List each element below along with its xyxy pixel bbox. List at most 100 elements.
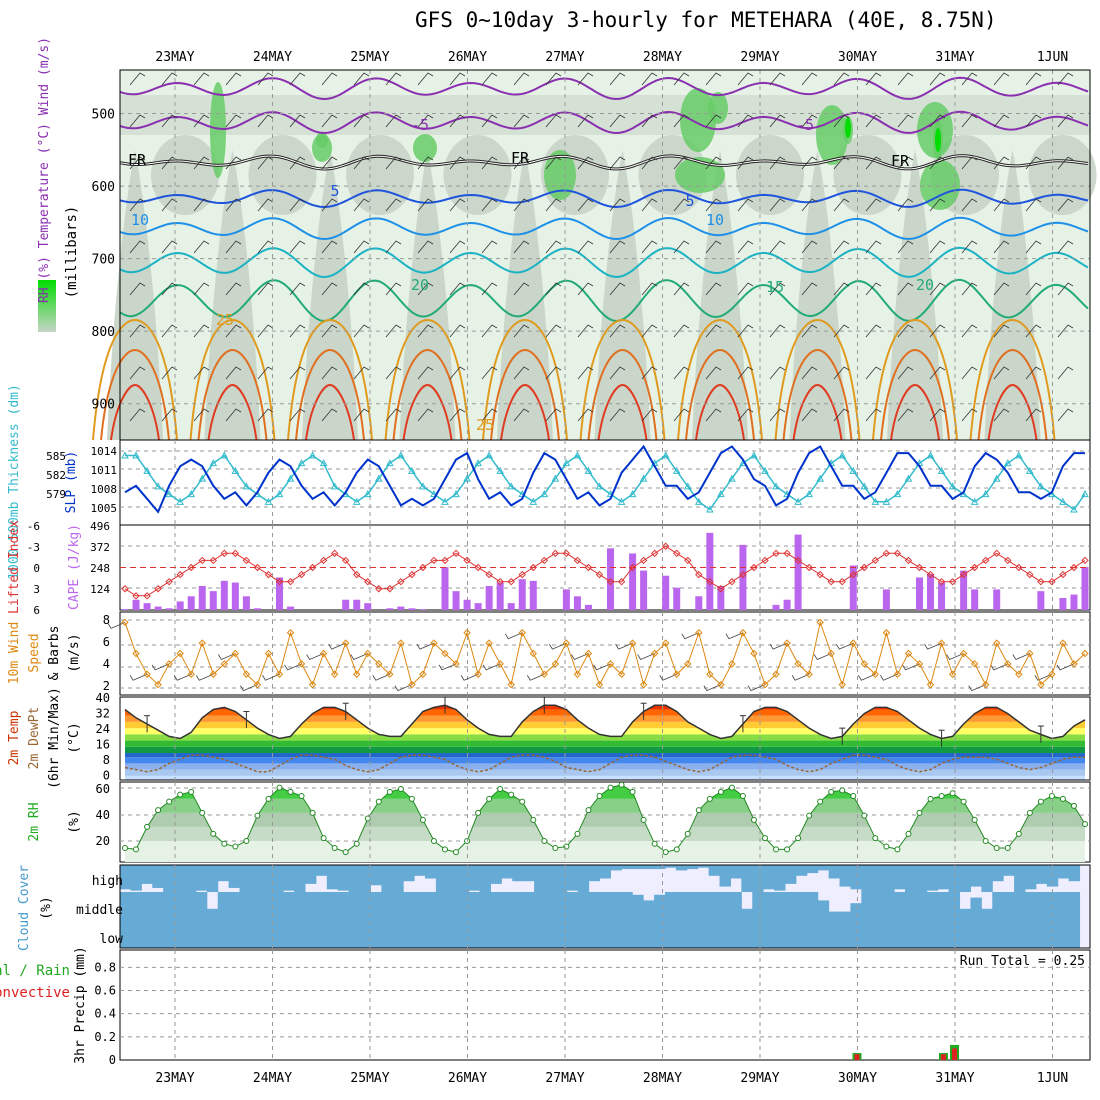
- rh-green-area: [920, 160, 960, 210]
- rh-point: [221, 840, 228, 847]
- cloud-low-bar: [174, 920, 186, 948]
- lifted-index-point: [606, 577, 615, 586]
- cape-bar: [584, 604, 592, 610]
- date-label-bottom: 26MAY: [448, 1071, 487, 1086]
- thickness-point: [452, 490, 460, 498]
- cloud-low-bar: [926, 920, 939, 948]
- warm-contour-line: [110, 383, 160, 441]
- cloud-high-bar: [414, 865, 426, 876]
- temp-band: [125, 705, 1085, 710]
- lifted-tick-label: 3: [33, 583, 40, 596]
- lifted-index-point: [176, 570, 184, 579]
- lifted-index-point: [551, 549, 560, 558]
- cloud-middle-bar: [894, 892, 906, 920]
- lifted-index-point: [816, 570, 824, 579]
- lifted-index-point: [397, 577, 405, 586]
- wind-speed-point: [341, 639, 350, 647]
- cloud-axis-label-1: Cloud Cover: [17, 865, 32, 951]
- rh-point: [353, 840, 360, 847]
- cloud-middle-bar: [970, 897, 982, 920]
- thickness-point: [154, 482, 162, 490]
- cape-bar: [176, 601, 184, 610]
- cloud-middle-bar: [1068, 892, 1081, 920]
- rh-point: [662, 849, 669, 856]
- wind-barb: [353, 324, 370, 338]
- cloud-high-bar: [774, 865, 786, 891]
- rh-blob: [151, 135, 219, 215]
- thickness-point: [363, 490, 372, 498]
- cape-bar: [783, 599, 791, 610]
- precip-tick-label: 0.2: [94, 1030, 116, 1044]
- wind-barb: [289, 366, 306, 380]
- rh-point: [166, 798, 173, 805]
- cloud-middle-bar: [337, 892, 350, 920]
- rh-point: [861, 812, 868, 819]
- cape-bar: [573, 596, 581, 610]
- thickness-point: [639, 474, 648, 482]
- warm-contour-line: [792, 383, 843, 441]
- cloud-high-bar: [512, 865, 524, 882]
- slp-line: [124, 444, 1085, 514]
- cloud-low-bar: [326, 920, 339, 948]
- temp-tick-label: 16: [96, 738, 110, 752]
- contour-label: -5: [796, 116, 814, 134]
- cloud-low-bar: [850, 920, 862, 948]
- wind-speed-point: [871, 670, 880, 678]
- thickness-point: [860, 482, 869, 490]
- rh-point: [210, 830, 217, 837]
- cape-bar: [1059, 598, 1067, 610]
- wind-barb: [225, 198, 242, 212]
- lifted-index-point: [264, 570, 273, 579]
- cape-bar: [1081, 567, 1089, 610]
- wind-barb: [673, 156, 690, 170]
- thickness-point: [441, 497, 449, 505]
- temp-band: [125, 746, 1085, 754]
- cloud-low-bar: [686, 920, 699, 948]
- wind-barb: [385, 240, 402, 254]
- lifted-index-point: [970, 563, 979, 572]
- temperature-contour-line: [119, 76, 1089, 101]
- wind-barb: [801, 156, 818, 170]
- cloud-middle-bar: [992, 892, 1004, 920]
- pressure-tick-label: 500: [92, 108, 115, 123]
- cloud-high-bar: [926, 865, 939, 891]
- warm-contour-line: [384, 318, 471, 441]
- wind-barb: [289, 114, 306, 128]
- date-label-top: 30MAY: [838, 50, 877, 65]
- wind-axis-label-2: Speed: [27, 633, 42, 672]
- lifted-index-point: [1048, 577, 1056, 586]
- wind-barb: [257, 198, 274, 212]
- rh-point: [188, 788, 195, 795]
- wind-barb: [835, 642, 854, 650]
- cape-bar: [882, 589, 890, 610]
- warm-contour-line: [207, 383, 258, 441]
- cloud-high-bar: [675, 865, 688, 871]
- wind-barb: [577, 240, 594, 254]
- rh-tick-label: 60: [96, 782, 110, 796]
- wind-barb: [897, 240, 914, 254]
- wind-barb: [673, 72, 690, 86]
- cloud-high-bar: [992, 865, 1004, 882]
- wind-speed-point: [297, 660, 306, 668]
- rh-column: [399, 150, 456, 440]
- cloud-low-bar: [228, 920, 241, 948]
- wind-barb: [195, 673, 214, 681]
- wind-speed-point: [684, 660, 692, 668]
- wind-barb: [681, 632, 699, 640]
- cape-tick-label: 248: [90, 562, 110, 575]
- lifted-index-point: [242, 556, 251, 565]
- wind-tick-label: 2: [103, 679, 110, 693]
- wind-barb: [289, 324, 306, 338]
- wind-barb: [993, 408, 1010, 422]
- cloud-low-bar: [1003, 920, 1015, 948]
- cloud-middle-bar: [577, 892, 590, 920]
- wind-speed-point: [308, 680, 317, 689]
- wind-barb: [1057, 366, 1074, 380]
- thickness-point: [981, 490, 990, 498]
- lifted-index-point: [485, 570, 493, 579]
- wind-barb: [193, 324, 210, 338]
- wind-barb: [513, 408, 530, 422]
- thickness-tick-label: 582: [46, 469, 66, 482]
- rh-point: [894, 846, 901, 853]
- rh-point: [1059, 795, 1066, 802]
